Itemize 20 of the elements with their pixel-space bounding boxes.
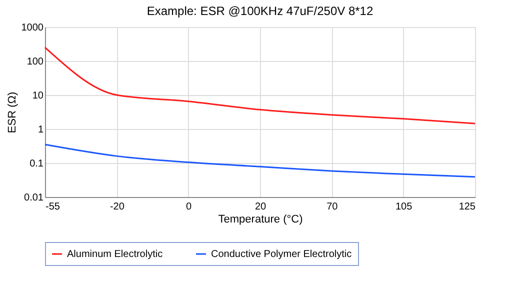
y-tick-label: 1 [38,124,44,136]
y-tick-label: 10 [32,90,44,102]
x-axis-title: Temperature (°C) [218,214,303,226]
y-tick-label: 0.1 [30,158,44,170]
y-tick-label: 0.01 [24,192,44,204]
x-tick-label: 20 [254,202,266,212]
y-tick-label: 1000 [21,22,44,34]
chart-title: Example: ESR @100KHz 47uF/250V 8*12 [146,4,374,18]
legend-label: Conductive Polymer Electrolytic [211,249,352,260]
x-tick-label: -55 [46,202,60,212]
legend-label: Aluminum Electrolytic [67,249,163,260]
x-tick-label: -20 [110,202,125,212]
x-tick-label: 70 [326,202,338,212]
y-axis-title: ESR (Ω) [6,92,18,134]
line-series [44,144,476,178]
x-tick-label: 105 [395,202,413,212]
line-series [44,46,476,124]
x-tick-label: 125 [458,202,476,212]
x-tick-label: 0 [186,202,192,212]
y-tick-label: 100 [26,56,44,68]
